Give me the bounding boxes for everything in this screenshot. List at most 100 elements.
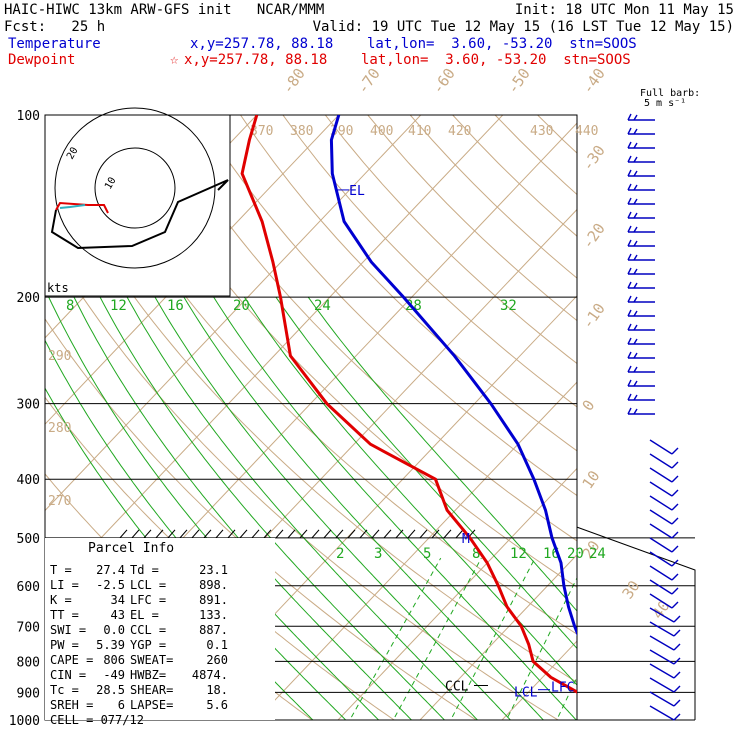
wind-barb-flag	[671, 601, 679, 609]
dry-adiabat-line	[240, 115, 577, 452]
profile-series	[240, 115, 577, 694]
moist-adiabat-line	[213, 296, 577, 720]
parcel-info-value: 887.	[199, 623, 228, 637]
dry-adiabat-line	[707, 115, 740, 733]
parcel-info-value: 34	[111, 593, 125, 607]
barb-legend-title: Full barb:	[640, 88, 700, 99]
dry-adiabat-line	[537, 115, 577, 154]
hodograph-ring	[94, 147, 176, 229]
hodograph-unit-label: kts	[47, 281, 69, 295]
wind-barb-flag	[671, 559, 679, 567]
wind-barb	[649, 495, 673, 511]
moist-adiabat-label: 24	[314, 298, 331, 314]
dry-adiabat-line	[665, 115, 740, 733]
wind-barb-flag	[633, 184, 638, 191]
wind-barb-flag	[633, 114, 638, 121]
dry-adiabat-line	[622, 115, 740, 733]
hodograph-trace-red	[55, 201, 109, 214]
wind-barb	[649, 439, 673, 455]
hatch-mark	[179, 529, 188, 539]
hatch-mark	[155, 529, 164, 539]
parcel-info-key: SREH =	[50, 698, 93, 712]
mixing-ratio-label: 5	[423, 546, 431, 562]
parcel-info-value: 28.5	[96, 683, 125, 697]
temperature-legend-info: x,y=257.78, 88.18 lat,lon= 3.60, -53.20 …	[190, 36, 637, 52]
wind-barb	[649, 705, 675, 721]
dry-adiabat-line	[45, 149, 577, 683]
isotherm-line	[0, 102, 24, 733]
wind-barb-flag	[633, 156, 638, 163]
wind-barb-flag	[633, 352, 638, 359]
pressure-tick-label: 800	[17, 655, 40, 670]
wind-barb-flag	[633, 282, 638, 289]
parcel-info-value: -2.5	[96, 578, 125, 592]
mixing-ratio-line	[450, 557, 536, 720]
parcel-info-key: T =	[50, 563, 72, 577]
hatch-mark	[395, 529, 404, 539]
parcel-info-value: 23.1	[199, 563, 228, 577]
mixing-ratio-label: 3	[374, 546, 382, 562]
barb-panel-edge	[576, 526, 696, 720]
hatch-mark	[131, 529, 140, 539]
dry-adiabat-line	[45, 236, 560, 720]
moist-adiabat-line	[275, 296, 577, 650]
parcel-info-key: CIN =	[50, 668, 86, 682]
hatch-mark	[227, 529, 236, 539]
hatch-mark	[215, 529, 224, 539]
wind-barb-flag	[673, 699, 681, 707]
moist-adiabat-label: 16	[167, 298, 184, 314]
wind-barbs: Full barb:5 m s⁻¹	[627, 88, 700, 721]
isotherm-tick-label: -50	[504, 65, 534, 98]
pressure-tick-label: 200	[17, 291, 40, 306]
wind-barb-flag	[627, 337, 632, 345]
hodograph: 10 20 kts	[44, 107, 231, 297]
mixing-ratio-label: 24	[589, 546, 606, 562]
theta-tick-label: 400	[370, 124, 393, 139]
moist-adiabat-line	[183, 296, 545, 720]
wind-barb-flag	[627, 281, 632, 289]
plot-border	[44, 114, 578, 721]
theta-tick-label: 380	[290, 124, 313, 139]
mixing-ratio-line	[349, 557, 442, 720]
wind-barb-flag	[627, 267, 632, 275]
hatch-mark	[287, 529, 296, 539]
el-label: EL	[349, 184, 365, 199]
wind-barb-flag	[627, 309, 632, 317]
isotherm-tick-label: -40	[579, 65, 609, 98]
pressure-tick-label: 900	[17, 686, 40, 701]
wind-barb	[649, 481, 673, 497]
pressure-tick-label: 400	[17, 473, 40, 488]
dry-adiabat-line	[197, 115, 577, 497]
parcel-info-value: 260	[206, 653, 228, 667]
parcel-info-title: Parcel Info	[88, 541, 174, 556]
wind-barb	[649, 649, 675, 665]
hodograph-trace-cyan	[59, 204, 86, 209]
moist-adiabat-line	[126, 296, 479, 720]
mixing-ratio-label: 2	[336, 546, 344, 562]
theta-tick-label: 270	[48, 494, 71, 509]
moist-adiabat-line	[73, 296, 413, 720]
hatch-mark	[275, 529, 284, 539]
moist-adiabat-line	[99, 296, 446, 720]
dry-adiabat-line	[45, 318, 478, 720]
wind-barb-flag	[633, 254, 638, 261]
wind-barb-flag	[633, 338, 638, 345]
parcel-info-key: SHEAR=	[130, 683, 173, 697]
theta-tick-label: 430	[530, 124, 553, 139]
isotherm-line	[255, 381, 577, 720]
wind-barb-flag	[627, 225, 632, 233]
wind-barb-flag	[633, 324, 638, 331]
mixing-ratio-line	[505, 576, 577, 720]
pressure-tick-label: 100	[17, 109, 40, 124]
parcel-info-cell: CELL = 077/12	[50, 713, 144, 727]
theta-tick-label: 410	[408, 124, 431, 139]
theta-tick-label: 370	[250, 124, 273, 139]
wind-barb-flag	[627, 407, 632, 415]
wind-barb-flag	[673, 643, 681, 651]
dry-adiabat-line	[494, 115, 577, 196]
dewpoint-legend-info: x,y=257.78, 88.18 lat,lon= 3.60, -53.20 …	[184, 52, 631, 68]
parcel-info-box: Parcel Info T = 27.4 Td = 23.1 LI = -2.5 LCL = 8…	[45, 538, 275, 727]
wind-barb-flag	[673, 657, 681, 665]
hatch-mark	[455, 529, 464, 539]
